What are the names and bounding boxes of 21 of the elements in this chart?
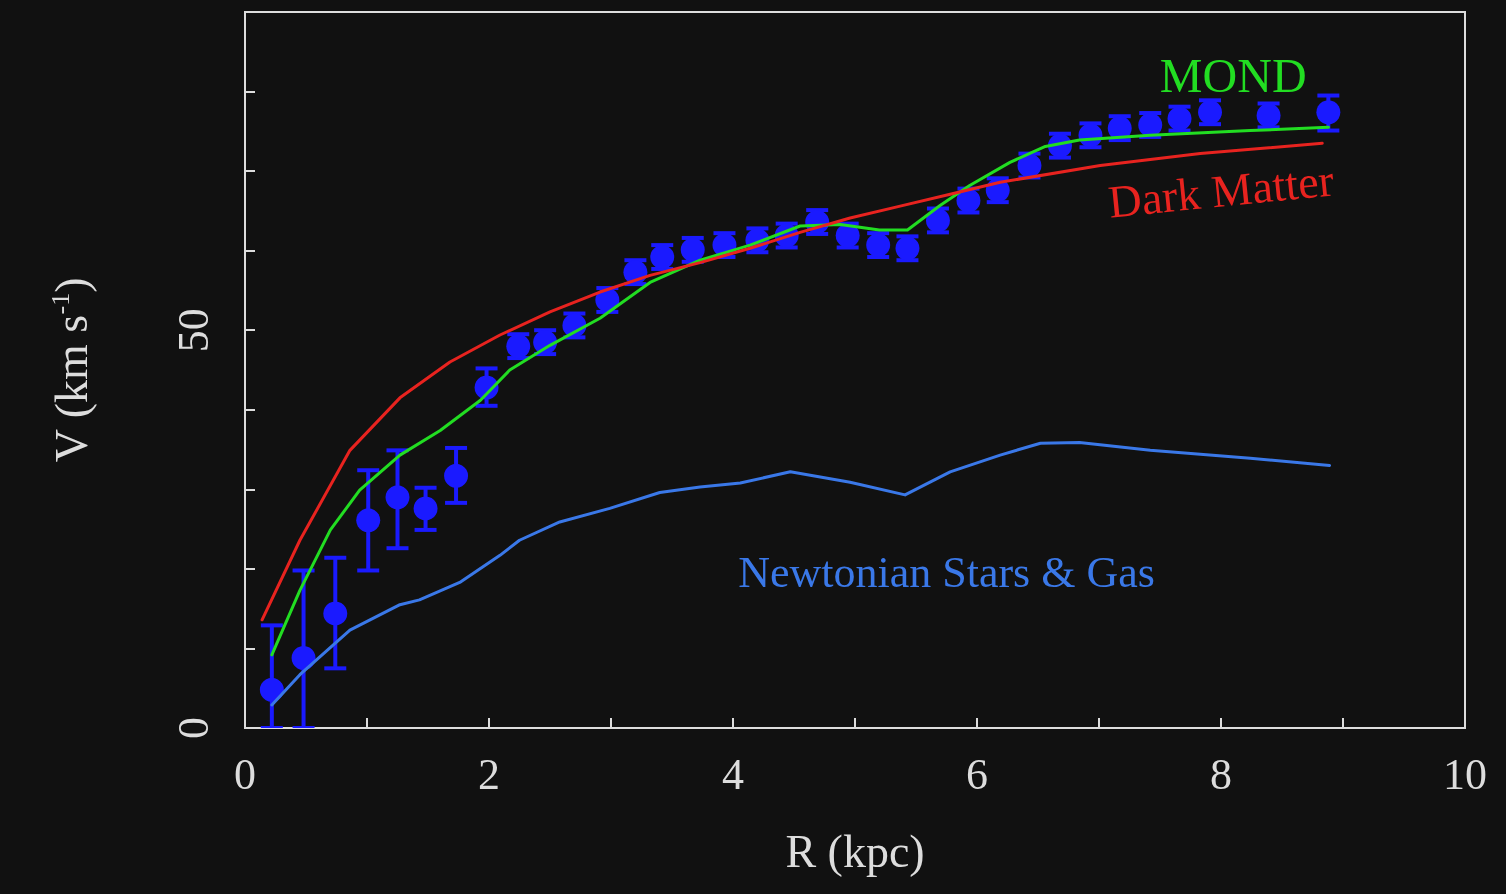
series-label: Newtonian Stars & Gas <box>738 548 1155 598</box>
y-axis-title: V (km s-1) <box>45 277 97 463</box>
point <box>1316 100 1341 125</box>
x-tick-label: 0 <box>234 749 256 799</box>
line-series <box>270 440 1332 707</box>
point <box>356 508 381 533</box>
series-label: MOND <box>1159 49 1307 103</box>
y-tick-label: 50 <box>168 308 218 353</box>
point <box>444 463 469 488</box>
point <box>323 601 348 626</box>
point <box>385 485 410 510</box>
x-tick-label: 6 <box>966 749 988 799</box>
text: Dark Matter <box>1105 154 1337 228</box>
point <box>259 677 284 702</box>
x-tick-label: 2 <box>478 749 500 799</box>
x-axis-title: R (kpc) <box>785 825 925 877</box>
x-tick-label: 10 <box>1443 749 1487 799</box>
point <box>291 646 316 670</box>
x-tick-label: 8 <box>1210 749 1232 799</box>
x-tick-label: 4 <box>722 749 744 799</box>
point <box>413 496 438 521</box>
